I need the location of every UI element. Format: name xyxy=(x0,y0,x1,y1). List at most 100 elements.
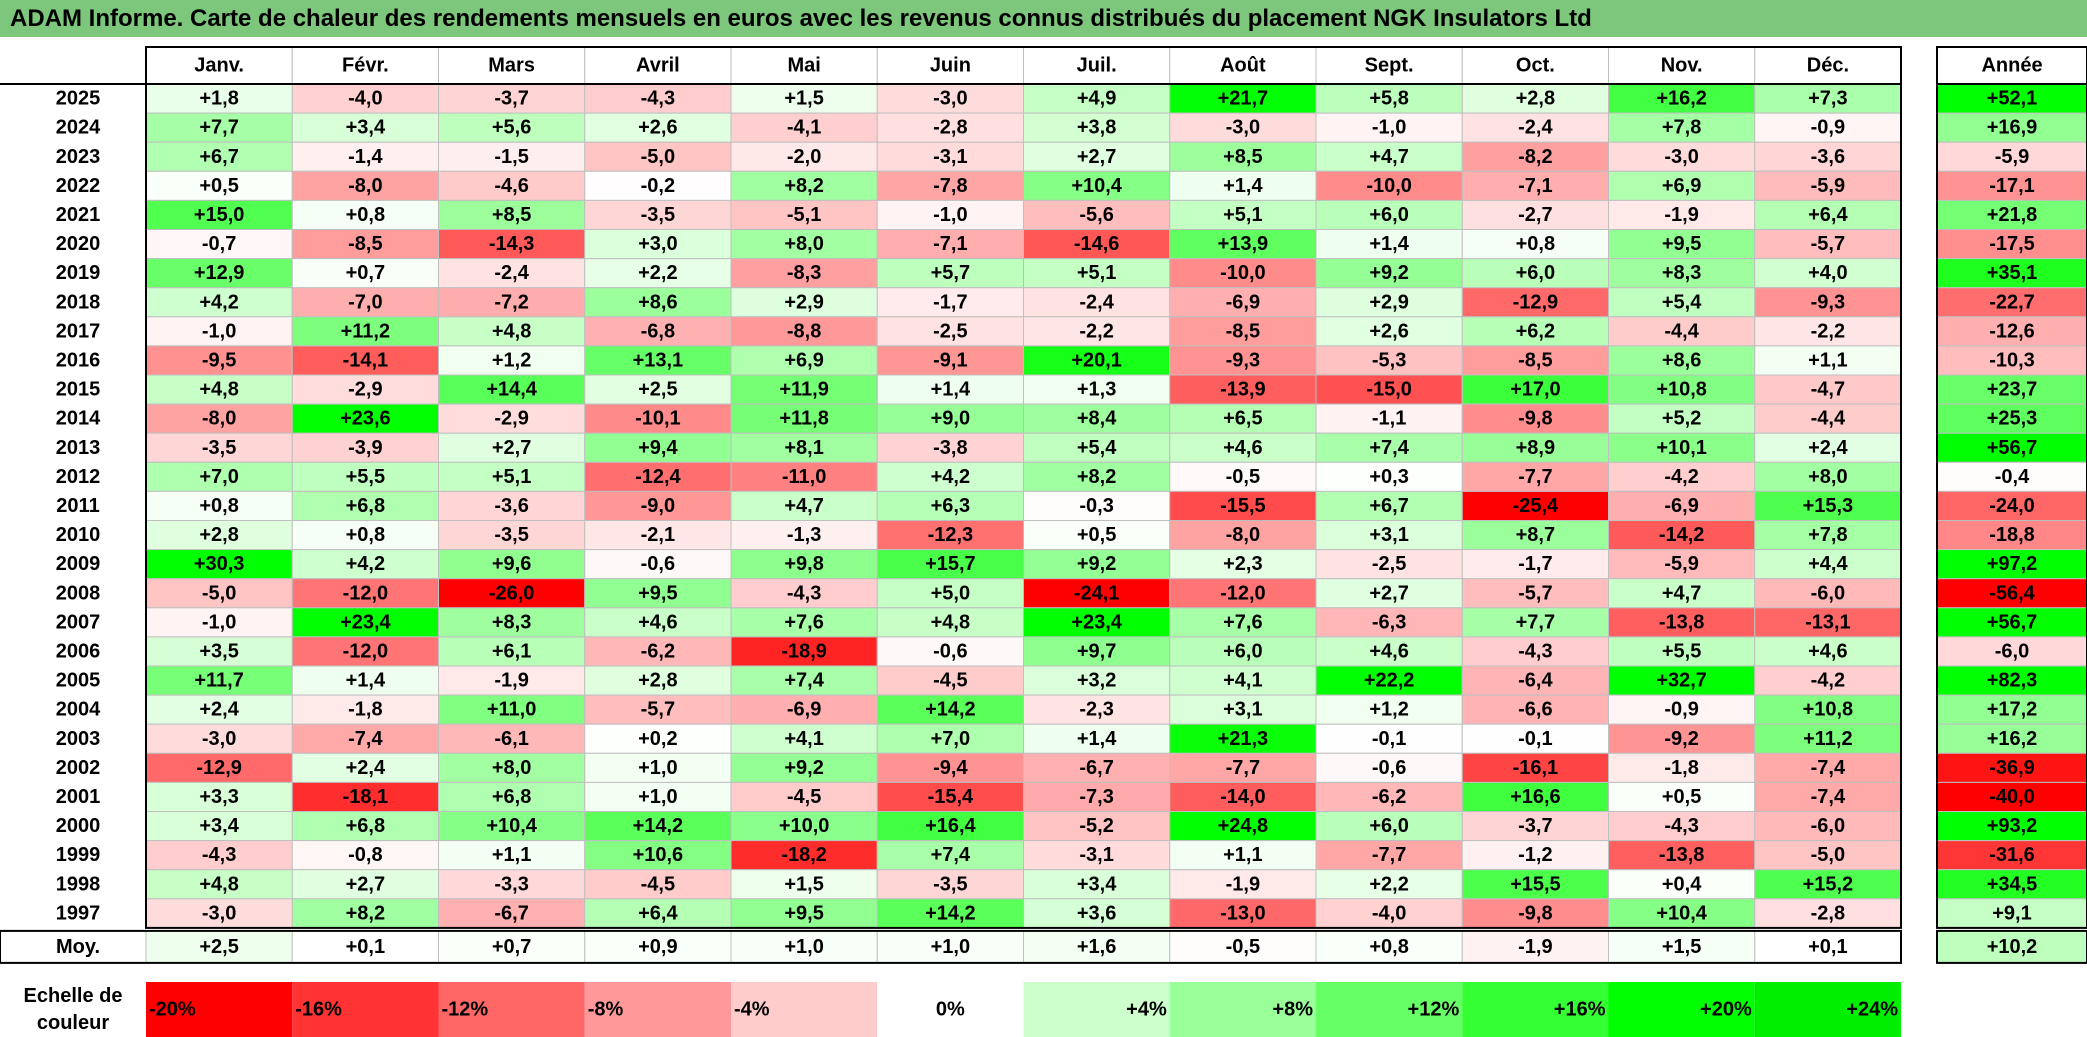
heatmap-cell xyxy=(291,840,439,871)
heatmap-cell xyxy=(291,723,439,754)
cell-value: +8,3 xyxy=(1662,262,1701,284)
cell-value: -6,4 xyxy=(1518,670,1553,692)
cell-value: +9,2 xyxy=(1077,553,1116,575)
cell-value: +11,7 xyxy=(194,670,244,692)
cell-value: -2,2 xyxy=(1079,320,1113,342)
month-header: Avril xyxy=(636,55,680,77)
cell-value: +10,8 xyxy=(1803,699,1854,721)
cell-value: +16,2 xyxy=(1656,88,1707,110)
cell-value: -1,9 xyxy=(1664,204,1698,226)
heatmap-cell xyxy=(1169,461,1317,492)
cell-value: +4,6 xyxy=(1369,640,1408,662)
heatmap-cell xyxy=(1608,665,1756,696)
heatmap-cell xyxy=(1315,199,1463,230)
cell-value: +7,7 xyxy=(199,117,238,139)
heatmap-cell xyxy=(584,781,732,813)
cell-value: +11,2 xyxy=(1803,728,1853,750)
cell-value: +7,4 xyxy=(784,670,824,692)
heatmap-cell xyxy=(730,461,878,492)
average-cell xyxy=(876,930,1024,964)
annual-value: +25,3 xyxy=(1987,408,2038,430)
heatmap-cell xyxy=(584,83,732,114)
cell-value: -18,1 xyxy=(343,786,389,808)
heatmap-cell xyxy=(730,898,878,929)
heatmap-cell xyxy=(1023,287,1171,318)
cell-value: -8,5 xyxy=(1226,320,1260,342)
cell-value: -7,8 xyxy=(933,175,967,197)
heatmap-cell xyxy=(1608,432,1756,463)
heatmap-cell xyxy=(584,141,732,172)
heatmap-cell xyxy=(145,520,293,551)
annual-value: -6,0 xyxy=(1995,640,2029,662)
annual-cell xyxy=(1936,520,2087,551)
annual-value: +17,2 xyxy=(1987,699,2038,721)
heatmap-cell xyxy=(1754,199,1902,230)
cell-value: -15,4 xyxy=(928,786,974,808)
cell-value: +6,2 xyxy=(1516,320,1555,342)
cell-value: +8,3 xyxy=(492,611,531,633)
heatmap-cell xyxy=(1754,869,1902,900)
cell-value: -6,1 xyxy=(494,728,528,750)
heatmap-cell xyxy=(1023,403,1171,434)
cell-value: -12,4 xyxy=(635,466,681,488)
cell-value: +5,8 xyxy=(1369,88,1408,110)
cell-value: +6,9 xyxy=(1662,175,1701,197)
year-label: 2003 xyxy=(56,728,101,750)
cell-value: +1,1 xyxy=(1808,349,1847,371)
cell-value: +10,4 xyxy=(486,815,537,837)
heatmap-cell xyxy=(1169,403,1317,434)
average-cell xyxy=(584,930,732,964)
month-header-cell xyxy=(1023,46,1171,85)
cell-value: -14,1 xyxy=(343,349,389,371)
annual-cell xyxy=(1936,374,2087,405)
cell-value: +0,5 xyxy=(199,175,238,197)
cell-value: +9,4 xyxy=(638,437,678,459)
cell-value: +3,5 xyxy=(199,640,238,662)
cell-value: -4,0 xyxy=(1372,902,1406,924)
heatmap-cell xyxy=(1023,199,1171,230)
heatmap-cell xyxy=(438,840,586,871)
cell-value: -24,1 xyxy=(1074,582,1120,604)
heatmap-cell xyxy=(1461,694,1609,725)
cell-value: +10,8 xyxy=(1656,379,1707,401)
cell-value: +9,2 xyxy=(1369,262,1408,284)
heatmap-cell xyxy=(1315,345,1463,376)
annual-value: +9,1 xyxy=(1992,902,2031,924)
year-label: 2004 xyxy=(56,699,101,721)
heatmap-cell xyxy=(1023,869,1171,900)
heatmap-cell xyxy=(1754,723,1902,754)
cell-value: -18,9 xyxy=(781,640,827,662)
heatmap-cell xyxy=(145,112,293,143)
cell-value: -7,1 xyxy=(1518,175,1552,197)
year-label: 2005 xyxy=(56,670,101,692)
title-bar: ADAM Informe. Carte de chaleur des rende… xyxy=(0,0,2087,37)
heatmap-cell xyxy=(584,898,732,929)
cell-value: +7,0 xyxy=(199,466,238,488)
cell-value: +9,7 xyxy=(1077,640,1116,662)
heatmap-cell xyxy=(145,607,293,638)
cell-value: +1,0 xyxy=(638,786,677,808)
cell-value: +3,1 xyxy=(1223,699,1262,721)
cell-value: +4,4 xyxy=(1808,553,1848,575)
cell-value: -15,0 xyxy=(1366,379,1412,401)
heatmap-cell xyxy=(145,229,293,260)
month-header-cell xyxy=(1608,46,1756,85)
heatmap-cell xyxy=(876,141,1024,172)
heatmap-cell xyxy=(1754,520,1902,551)
cell-value: +23,6 xyxy=(340,408,391,430)
heatmap-cell xyxy=(1023,520,1171,551)
cell-value: +2,2 xyxy=(1369,873,1408,895)
annual-value: -24,0 xyxy=(1989,495,2035,517)
cell-value: -4,5 xyxy=(641,873,675,895)
scale-step-label: +16% xyxy=(1554,999,1606,1021)
year-label: 2016 xyxy=(56,349,101,371)
heatmap-cell xyxy=(876,229,1024,260)
annual-header-cell xyxy=(1936,46,2087,85)
annual-value: +16,2 xyxy=(1987,728,2038,750)
cell-value: +7,7 xyxy=(1516,611,1555,633)
cell-value: -6,2 xyxy=(641,640,675,662)
average-label: Moy. xyxy=(56,936,100,958)
cell-value: -2,5 xyxy=(1372,553,1406,575)
cell-value: +4,7 xyxy=(784,495,823,517)
annual-cell xyxy=(1936,549,2087,580)
